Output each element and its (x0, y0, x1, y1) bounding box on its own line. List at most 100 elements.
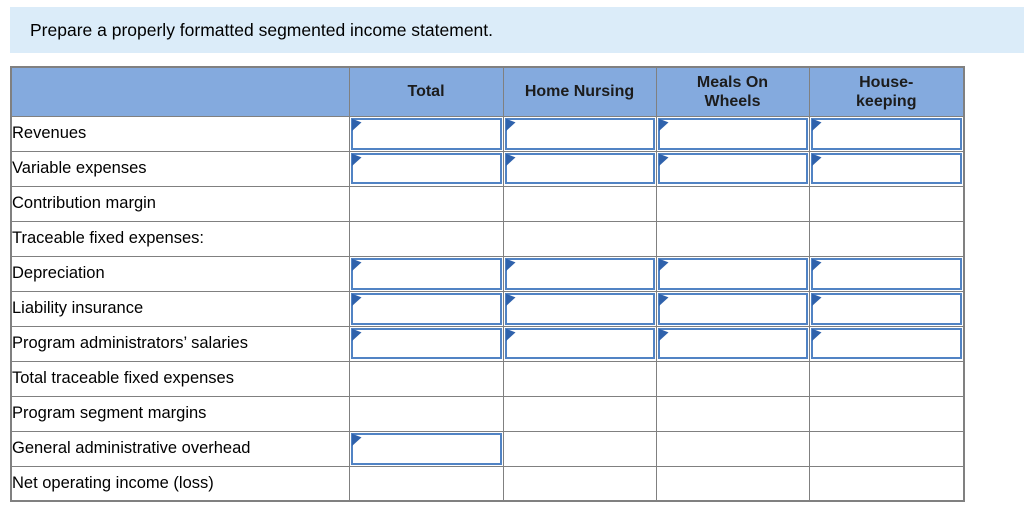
input-marker-icon (811, 118, 822, 132)
cell-revenues-home-nursing (502, 115, 657, 152)
input-revenues-housekeeping[interactable] (810, 117, 962, 150)
cell-variable-expenses-total (348, 150, 504, 187)
input-general-overhead-total[interactable] (350, 432, 502, 465)
input-variable-expenses-home-nursing[interactable] (504, 152, 655, 184)
column-header-total: Total (348, 66, 504, 117)
cell-traceable-fixed-housekeeping (808, 220, 965, 257)
input-marker-icon (505, 153, 516, 167)
input-revenues-meals-on-wheels[interactable] (657, 117, 808, 150)
input-depreciation-home-nursing[interactable] (504, 257, 655, 290)
cell-general-overhead-home-nursing (502, 430, 657, 467)
input-marker-icon (658, 293, 669, 307)
input-marker-icon (351, 433, 362, 447)
input-marker-icon (658, 153, 669, 167)
row-program-segment-margins: Program segment margins (10, 395, 965, 432)
cell-depreciation-total (348, 255, 504, 292)
row-program-administrators-salaries: Program administrators’ salaries (10, 325, 965, 362)
input-liability-insurance-total[interactable] (350, 292, 502, 325)
input-marker-icon (658, 328, 669, 342)
cell-variable-expenses-home-nursing (502, 150, 657, 187)
cell-liability-insurance-home-nursing (502, 290, 657, 327)
row-label-program-administrators-salaries: Program administrators’ salaries (10, 325, 350, 362)
column-header-blank (10, 66, 350, 117)
cell-segment-margins-housekeeping (808, 395, 965, 432)
row-label-liability-insurance: Liability insurance (10, 290, 350, 327)
input-revenues-home-nursing[interactable] (504, 117, 655, 150)
input-depreciation-housekeeping[interactable] (810, 257, 962, 290)
cell-revenues-housekeeping (808, 115, 965, 152)
input-marker-icon (505, 328, 516, 342)
cell-revenues-meals-on-wheels (655, 115, 810, 152)
cell-contribution-margin-home-nursing (502, 185, 657, 222)
cell-general-overhead-total (348, 430, 504, 467)
input-marker-icon (505, 258, 516, 272)
column-header-meals-on-wheels: Meals On Wheels (655, 66, 810, 117)
input-admin-salaries-meals-on-wheels[interactable] (657, 327, 808, 359)
row-variable-expenses: Variable expenses (10, 150, 965, 187)
row-label-net-operating-income: Net operating income (loss) (10, 465, 350, 502)
input-depreciation-total[interactable] (350, 257, 502, 290)
cell-traceable-fixed-meals-on-wheels (655, 220, 810, 257)
cell-contribution-margin-housekeeping (808, 185, 965, 222)
row-total-traceable-fixed-expenses: Total traceable fixed expenses (10, 360, 965, 397)
cell-total-traceable-housekeeping (808, 360, 965, 397)
cell-segment-margins-meals-on-wheels (655, 395, 810, 432)
cell-variable-expenses-meals-on-wheels (655, 150, 810, 187)
row-label-variable-expenses: Variable expenses (10, 150, 350, 187)
row-revenues: Revenues (10, 115, 965, 152)
cell-variable-expenses-housekeeping (808, 150, 965, 187)
cell-net-operating-income-meals-on-wheels (655, 465, 810, 502)
cell-net-operating-income-home-nursing (502, 465, 657, 502)
input-variable-expenses-meals-on-wheels[interactable] (657, 152, 808, 184)
cell-revenues-total (348, 115, 504, 152)
input-marker-icon (811, 293, 822, 307)
row-label-depreciation: Depreciation (10, 255, 350, 292)
input-marker-icon (351, 293, 362, 307)
cell-depreciation-housekeeping (808, 255, 965, 292)
row-label-general-administrative-overhead: General administrative overhead (10, 430, 350, 467)
cell-general-overhead-meals-on-wheels (655, 430, 810, 467)
row-contribution-margin: Contribution margin (10, 185, 965, 222)
cell-general-overhead-housekeeping (808, 430, 965, 467)
input-variable-expenses-housekeeping[interactable] (810, 152, 962, 184)
row-label-contribution-margin: Contribution margin (10, 185, 350, 222)
cell-depreciation-home-nursing (502, 255, 657, 292)
input-admin-salaries-home-nursing[interactable] (504, 327, 655, 359)
cell-segment-margins-home-nursing (502, 395, 657, 432)
cell-total-traceable-home-nursing (502, 360, 657, 397)
header-row: Total Home Nursing Meals On Wheels House… (10, 66, 965, 117)
row-label-program-segment-margins: Program segment margins (10, 395, 350, 432)
input-admin-salaries-housekeeping[interactable] (810, 327, 962, 359)
column-header-home-nursing: Home Nursing (502, 66, 657, 117)
row-general-administrative-overhead: General administrative overhead (10, 430, 965, 467)
input-marker-icon (351, 118, 362, 132)
input-marker-icon (811, 258, 822, 272)
input-marker-icon (811, 328, 822, 342)
input-marker-icon (811, 153, 822, 167)
input-admin-salaries-total[interactable] (350, 327, 502, 359)
input-marker-icon (505, 118, 516, 132)
input-variable-expenses-total[interactable] (350, 152, 502, 184)
input-liability-insurance-housekeeping[interactable] (810, 292, 962, 325)
cell-liability-insurance-housekeeping (808, 290, 965, 327)
instruction-text: Prepare a properly formatted segmented i… (30, 19, 494, 40)
input-marker-icon (351, 153, 362, 167)
cell-contribution-margin-total (348, 185, 504, 222)
input-marker-icon (351, 258, 362, 272)
input-liability-insurance-home-nursing[interactable] (504, 292, 655, 325)
cell-admin-salaries-housekeeping (808, 325, 965, 362)
input-depreciation-meals-on-wheels[interactable] (657, 257, 808, 290)
cell-net-operating-income-housekeeping (808, 465, 965, 502)
row-label-revenues: Revenues (10, 115, 350, 152)
cell-contribution-margin-meals-on-wheels (655, 185, 810, 222)
row-liability-insurance: Liability insurance (10, 290, 965, 327)
row-traceable-fixed-expenses-heading: Traceable fixed expenses: (10, 220, 965, 257)
row-label-total-traceable-fixed-expenses: Total traceable fixed expenses (10, 360, 350, 397)
column-header-housekeeping: House- keeping (808, 66, 965, 117)
input-revenues-total[interactable] (350, 117, 502, 150)
cell-depreciation-meals-on-wheels (655, 255, 810, 292)
input-liability-insurance-meals-on-wheels[interactable] (657, 292, 808, 325)
cell-liability-insurance-meals-on-wheels (655, 290, 810, 327)
cell-net-operating-income-total (348, 465, 504, 502)
